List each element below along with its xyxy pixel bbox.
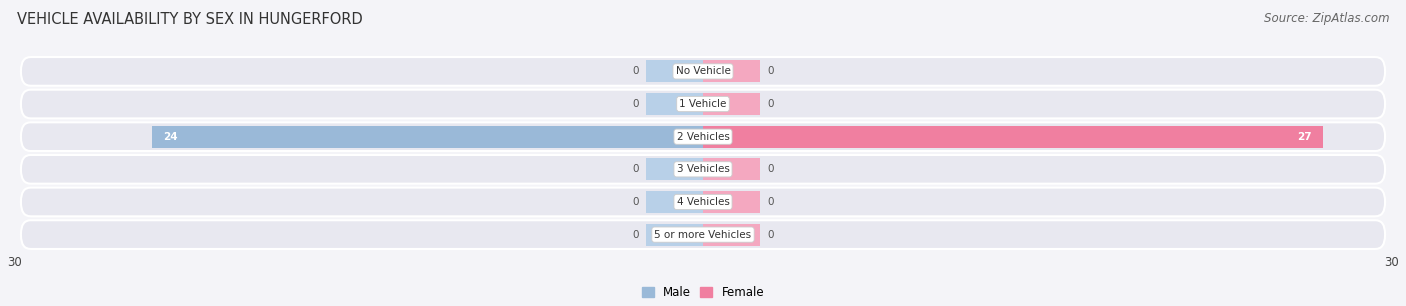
Bar: [645, 191, 703, 213]
Bar: [703, 191, 761, 213]
Bar: [703, 60, 761, 83]
Bar: [645, 158, 703, 181]
Bar: [645, 93, 703, 115]
Bar: [703, 158, 761, 181]
FancyBboxPatch shape: [21, 188, 1385, 216]
Text: 27: 27: [1296, 132, 1312, 142]
Bar: [645, 223, 703, 246]
Text: 0: 0: [633, 164, 638, 174]
Text: 0: 0: [633, 66, 638, 76]
Text: 0: 0: [768, 230, 773, 240]
FancyBboxPatch shape: [21, 155, 1385, 184]
Legend: Male, Female: Male, Female: [637, 281, 769, 304]
Text: 2 Vehicles: 2 Vehicles: [676, 132, 730, 142]
Text: VEHICLE AVAILABILITY BY SEX IN HUNGERFORD: VEHICLE AVAILABILITY BY SEX IN HUNGERFOR…: [17, 12, 363, 27]
Text: 0: 0: [768, 197, 773, 207]
FancyBboxPatch shape: [21, 122, 1385, 151]
Text: 1 Vehicle: 1 Vehicle: [679, 99, 727, 109]
Text: 0: 0: [633, 230, 638, 240]
Text: 5 or more Vehicles: 5 or more Vehicles: [654, 230, 752, 240]
Text: 4 Vehicles: 4 Vehicles: [676, 197, 730, 207]
Text: No Vehicle: No Vehicle: [675, 66, 731, 76]
Text: 0: 0: [633, 197, 638, 207]
Text: 0: 0: [768, 66, 773, 76]
Text: 0: 0: [768, 164, 773, 174]
Text: 3 Vehicles: 3 Vehicles: [676, 164, 730, 174]
Bar: [703, 125, 1323, 148]
Text: Source: ZipAtlas.com: Source: ZipAtlas.com: [1264, 12, 1389, 25]
Bar: [703, 93, 761, 115]
FancyBboxPatch shape: [21, 57, 1385, 86]
Bar: [703, 223, 761, 246]
FancyBboxPatch shape: [21, 220, 1385, 249]
Text: 24: 24: [163, 132, 179, 142]
Text: 0: 0: [768, 99, 773, 109]
Bar: [152, 125, 703, 148]
FancyBboxPatch shape: [21, 90, 1385, 118]
Bar: [645, 60, 703, 83]
Text: 0: 0: [633, 99, 638, 109]
